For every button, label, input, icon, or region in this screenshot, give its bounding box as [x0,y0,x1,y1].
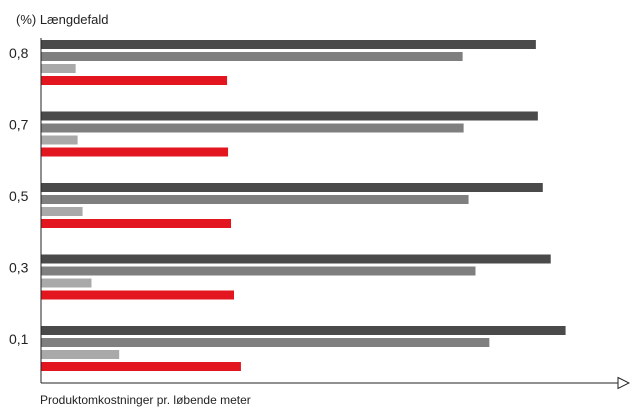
bar [41,338,490,347]
bar [41,52,463,61]
bar [41,290,234,300]
x-axis-label: Produktomkostninger pr. løbende meter [40,393,251,407]
bar [41,219,232,228]
y-axis-label: (%) Længdefald [16,12,109,27]
x-axis-arrowhead [617,376,630,390]
bar [41,123,464,133]
bar [41,76,228,85]
bar [41,195,469,204]
bars [41,40,566,371]
bar [41,326,566,335]
bar [41,254,551,264]
category-labels: 0,8 0,7 0,5 0,3 0,1 [9,45,29,347]
bar [41,183,543,192]
bar [41,40,536,49]
bar [41,362,241,371]
category-label: 0,5 [9,188,29,204]
bar [41,278,92,288]
category-label: 0,8 [9,45,29,61]
bar [41,266,476,276]
category-label: 0,3 [9,260,29,276]
bar [41,111,538,121]
bar [41,350,120,359]
bar [41,147,229,157]
category-label: 0,7 [9,117,29,133]
category-label: 0,1 [9,331,29,347]
bar [41,135,78,145]
bar [41,64,76,73]
bar [41,207,83,216]
